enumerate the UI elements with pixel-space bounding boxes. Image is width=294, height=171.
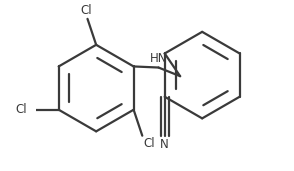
Text: Cl: Cl	[143, 137, 155, 150]
Text: HN: HN	[150, 52, 167, 65]
Text: N: N	[160, 138, 169, 151]
Text: Cl: Cl	[16, 103, 27, 116]
Text: Cl: Cl	[81, 4, 92, 17]
